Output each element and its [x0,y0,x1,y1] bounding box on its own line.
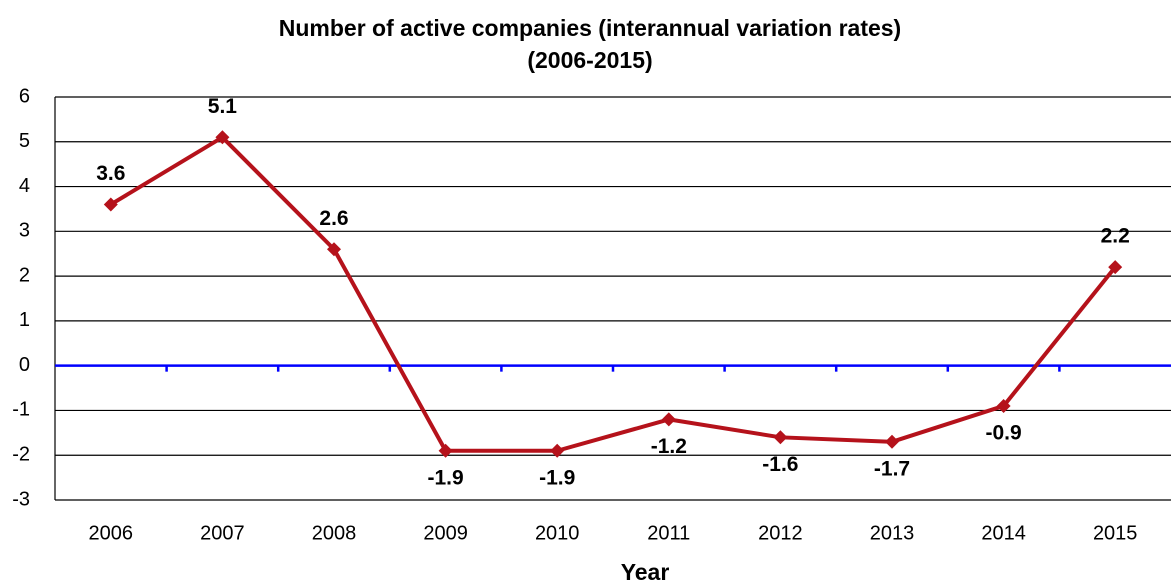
y-tick-label: 3 [19,220,30,242]
x-tick-label: 2009 [423,522,468,544]
data-label: -1.7 [874,457,910,480]
data-marker [438,443,453,458]
data-marker [550,443,565,458]
y-tick-label: 6 [19,85,30,107]
data-marker [996,398,1011,413]
x-tick-label: 2014 [981,522,1026,544]
data-label: 3.6 [96,162,125,185]
y-tick-label: 0 [19,354,30,376]
data-marker [215,130,230,145]
data-label: -1.9 [539,466,575,489]
data-marker [885,434,899,449]
data-label: -0.9 [986,422,1022,445]
y-tick-label: 5 [19,130,30,152]
x-tick-label: 2006 [89,522,134,544]
data-label: 2.2 [1101,225,1130,248]
data-label: -1.9 [428,466,464,489]
data-marker [103,197,118,212]
x-tick-label: 2012 [758,522,803,544]
data-label: -1.2 [651,435,687,458]
data-marker [661,412,676,427]
y-tick-label: -2 [12,444,30,466]
y-tick-label: -1 [12,399,30,421]
x-tick-label: 2013 [870,522,915,544]
chart-title: Number of active companies (interannual … [279,15,901,41]
x-tick-label: 2007 [200,522,245,544]
data-marker [327,242,341,257]
data-marker [1108,260,1123,275]
data-marker [773,430,788,445]
data-label: 5.1 [208,95,238,118]
y-tick-label: 4 [19,175,30,197]
x-tick-label: 2015 [1093,522,1138,544]
data-line [109,135,1117,453]
y-tick-label: 2 [19,264,30,286]
x-tick-label: 2008 [312,522,357,544]
x-axis-label: Year [621,559,670,585]
x-tick-label: 2010 [535,522,580,544]
data-label: -1.6 [762,453,798,476]
chart-subtitle: (2006-2015) [527,47,652,73]
x-tick-label: 2011 [647,522,690,544]
y-tick-label: -3 [12,488,30,510]
y-tick-label: 1 [19,309,30,331]
data-label: 2.6 [319,207,348,230]
